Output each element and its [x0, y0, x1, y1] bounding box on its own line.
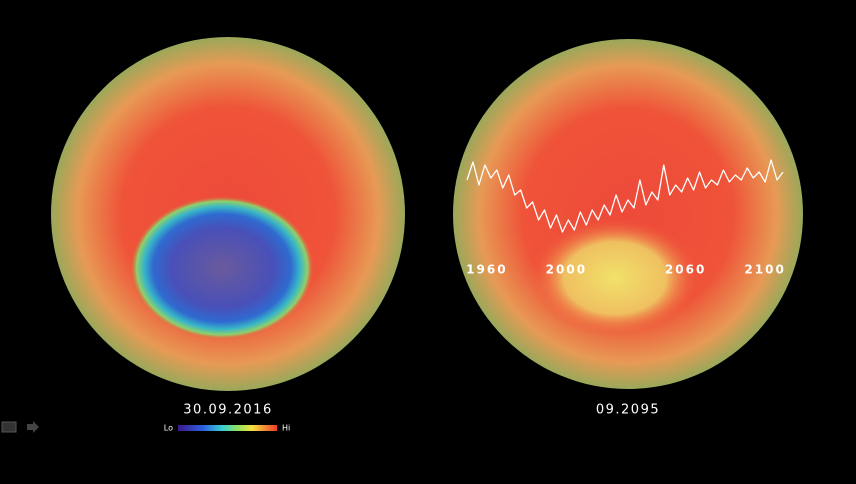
x-tick-label: 2100 — [744, 263, 785, 277]
ozone-hole — [130, 196, 314, 340]
ozone-recovery — [530, 218, 700, 338]
x-tick-label: 2000 — [546, 263, 587, 277]
line-chart: 1960 2000 2060 2100 — [466, 159, 785, 277]
data-line — [466, 159, 784, 233]
legend-low: Lo — [164, 424, 173, 433]
menu-icon[interactable] — [1, 421, 17, 433]
x-tick-label: 1960 — [466, 263, 507, 277]
colorbar — [178, 425, 277, 431]
date-label: 30.09.2016 — [183, 403, 272, 418]
legend-high: Hi — [282, 424, 290, 433]
next-icon[interactable] — [27, 421, 39, 433]
date-label: 09.2095 — [596, 403, 660, 418]
x-tick-label: 2060 — [665, 263, 706, 277]
